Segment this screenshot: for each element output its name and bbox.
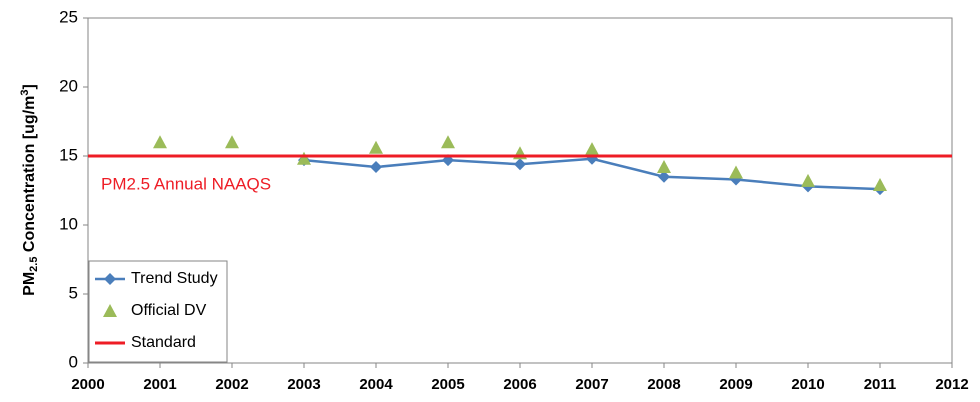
triangle-marker xyxy=(369,140,383,154)
x-tick-label: 2004 xyxy=(359,376,393,393)
triangle-marker xyxy=(441,135,455,149)
triangle-marker xyxy=(873,177,887,191)
x-tick-label: 2006 xyxy=(503,376,536,393)
diamond-marker xyxy=(658,170,670,183)
y-label-sub: 2.5 xyxy=(28,257,40,272)
x-tick-label: 2007 xyxy=(575,376,608,393)
triangle-marker xyxy=(801,173,815,187)
x-tick-label: 2012 xyxy=(935,376,968,393)
triangle-marker xyxy=(153,135,167,149)
annotation: PM2.5 Annual NAAQS xyxy=(101,174,271,193)
diamond-marker xyxy=(370,161,382,174)
x-tick-label: 2005 xyxy=(431,376,464,393)
triangle-marker xyxy=(657,160,671,174)
y-tick-label: 20 xyxy=(59,76,78,95)
legend: Trend Study Official DV Standard xyxy=(88,260,228,363)
y-tick-label: 15 xyxy=(59,145,78,164)
triangle-marker xyxy=(585,142,599,156)
triangle-marker xyxy=(729,165,743,179)
legend-label: Trend Study xyxy=(131,270,218,287)
y-tick-label: 25 xyxy=(59,7,78,26)
x-tick-label: 2010 xyxy=(791,376,824,393)
y-label-sup: 3 xyxy=(19,90,31,96)
diamond-marker xyxy=(514,158,526,171)
legend-marker xyxy=(103,304,117,317)
y-tick-label: 5 xyxy=(69,283,78,302)
x-tick-label: 2009 xyxy=(719,376,752,393)
legend-marker xyxy=(104,273,116,285)
x-tick-label: 2003 xyxy=(287,376,320,393)
legend-label: Official DV xyxy=(131,302,207,319)
x-tick-label: 2002 xyxy=(215,376,248,393)
x-tick-label: 2011 xyxy=(864,376,897,393)
y-label-part: ] xyxy=(21,84,38,89)
y-tick-label: 0 xyxy=(69,352,78,371)
triangle-marker xyxy=(225,135,239,149)
y-tick-label: 10 xyxy=(59,214,78,233)
triangle-marker xyxy=(297,151,311,165)
x-tick-label: 2001 xyxy=(143,376,176,393)
y-label-part: Concentration [ug/m xyxy=(21,96,38,257)
x-tick-label: 2008 xyxy=(647,376,680,393)
legend-label: Standard xyxy=(131,334,196,351)
y-label-part: PM xyxy=(21,272,38,296)
y-axis-label: PM2.5 Concentration [ug/m3] xyxy=(19,84,40,296)
x-tick-label: 2000 xyxy=(71,376,104,393)
